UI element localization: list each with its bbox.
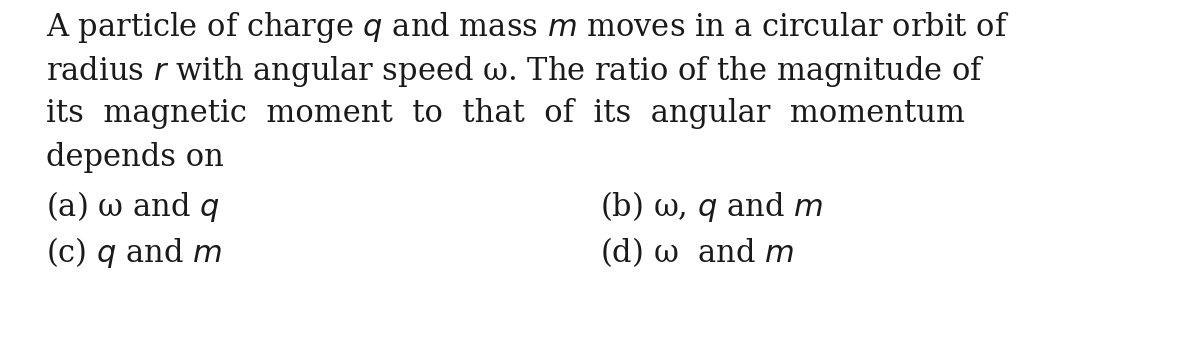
Text: radius $r$ with angular speed ω. The ratio of the magnitude of: radius $r$ with angular speed ω. The rat… (46, 54, 984, 89)
Text: (a) ω and $q$: (a) ω and $q$ (46, 189, 220, 224)
Text: (b) ω, $q$ and $m$: (b) ω, $q$ and $m$ (600, 189, 823, 224)
Text: depends on: depends on (46, 142, 223, 173)
Text: (c) $q$ and $m$: (c) $q$ and $m$ (46, 235, 222, 270)
Text: (d) ω  and $m$: (d) ω and $m$ (600, 235, 794, 269)
Text: A particle of charge $q$ and mass $m$ moves in a circular orbit of: A particle of charge $q$ and mass $m$ mo… (46, 10, 1009, 45)
Text: its  magnetic  moment  to  that  of  its  angular  momentum: its magnetic moment to that of its angul… (46, 98, 965, 129)
